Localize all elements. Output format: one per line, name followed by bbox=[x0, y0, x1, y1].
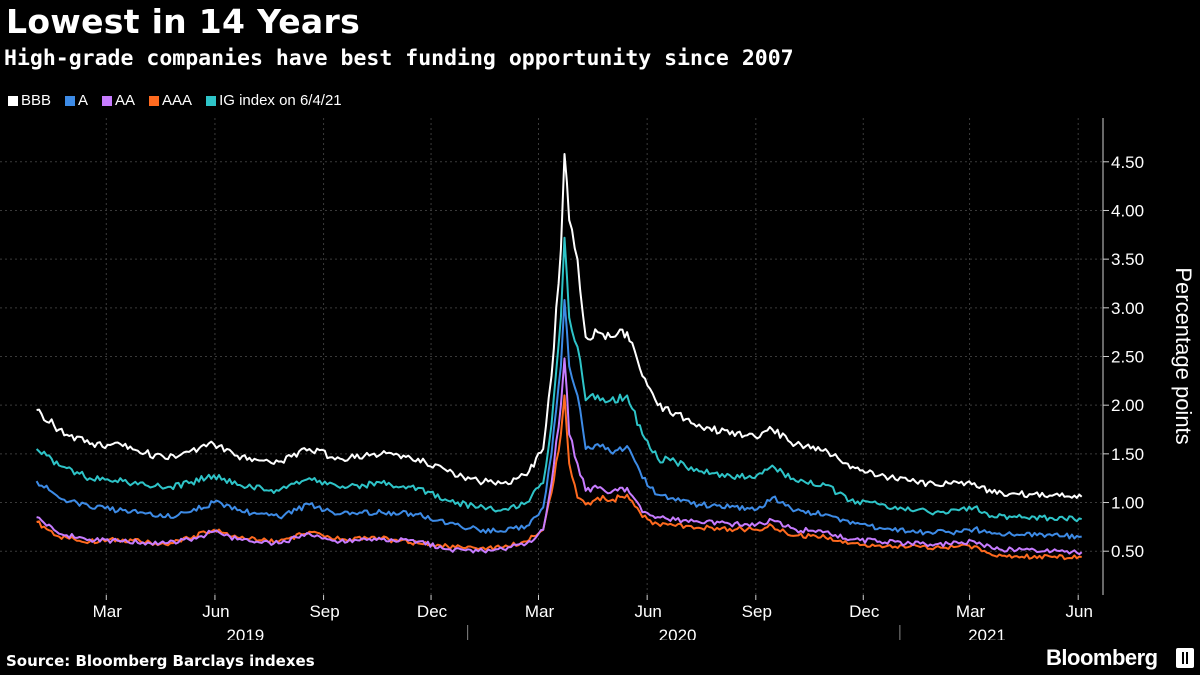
bloomberg-logo-icon bbox=[1176, 648, 1194, 668]
legend-label: AAA bbox=[162, 92, 193, 109]
y-tick-label: 3.00 bbox=[1111, 299, 1144, 318]
x-tick-label: Mar bbox=[956, 602, 986, 621]
series-line-bbb bbox=[36, 153, 1083, 499]
legend-item: A bbox=[65, 92, 88, 109]
bloomberg-logo-text: Bloomberg bbox=[1046, 645, 1158, 670]
y-tick-label: 2.00 bbox=[1111, 396, 1144, 415]
legend-item: AAA bbox=[149, 92, 192, 109]
legend: BBB A AA AAA IG index on 6/4/21 bbox=[8, 92, 342, 109]
y-tick-label: 4.00 bbox=[1111, 201, 1144, 220]
legend-swatch bbox=[102, 95, 113, 106]
y-tick-label: 4.50 bbox=[1111, 153, 1144, 172]
legend-swatch bbox=[65, 95, 76, 106]
legend-label: IG index on 6/4/21 bbox=[219, 92, 342, 109]
x-year-label: 2021 bbox=[968, 626, 1006, 640]
x-tick-label: Sep bbox=[742, 602, 772, 621]
series-line-aa bbox=[36, 357, 1083, 556]
x-tick-label: Jun bbox=[634, 602, 661, 621]
chart-title: Lowest in 14 Years bbox=[6, 2, 361, 41]
x-year-label: 2020 bbox=[659, 626, 697, 640]
x-tick-label: Dec bbox=[417, 602, 448, 621]
chart-subtitle: High-grade companies have best funding o… bbox=[4, 46, 794, 71]
legend-swatch bbox=[149, 95, 160, 106]
x-tick-label: Mar bbox=[93, 602, 123, 621]
x-year-label: 2019 bbox=[226, 626, 264, 640]
y-tick-label: 1.50 bbox=[1111, 445, 1144, 464]
x-tick-label: Sep bbox=[309, 602, 339, 621]
series-line-a bbox=[35, 299, 1082, 540]
legend-label: AA bbox=[115, 92, 136, 109]
y-tick-label: 1.00 bbox=[1111, 494, 1144, 513]
y-tick-label: 0.50 bbox=[1111, 542, 1144, 561]
x-tick-label: Jun bbox=[1065, 602, 1092, 621]
legend-label: BBB bbox=[21, 92, 52, 109]
y-axis-title: Percentage points bbox=[1171, 267, 1196, 444]
y-tick-label: 3.50 bbox=[1111, 250, 1144, 269]
y-tick-label: 2.50 bbox=[1111, 348, 1144, 367]
line-chart: 0.50 1.00 1.50 2.00 2.50 3.00 3.50 4.00 4.50 Perc… bbox=[0, 118, 1196, 640]
legend-item: BBB bbox=[8, 92, 51, 109]
series-line-ig-index-on-6-4-21 bbox=[35, 236, 1082, 523]
source-note: Source: Bloomberg Barclays indexes bbox=[6, 652, 315, 670]
legend-swatch bbox=[8, 95, 18, 106]
legend-label: A bbox=[78, 92, 89, 109]
legend-item: IG index on 6/4/21 bbox=[206, 92, 342, 109]
legend-item: AA bbox=[102, 92, 135, 109]
legend-swatch bbox=[206, 95, 217, 106]
x-tick-label: Jun bbox=[202, 602, 229, 621]
x-tick-label: Mar bbox=[525, 602, 555, 621]
x-tick-label: Dec bbox=[849, 602, 880, 621]
